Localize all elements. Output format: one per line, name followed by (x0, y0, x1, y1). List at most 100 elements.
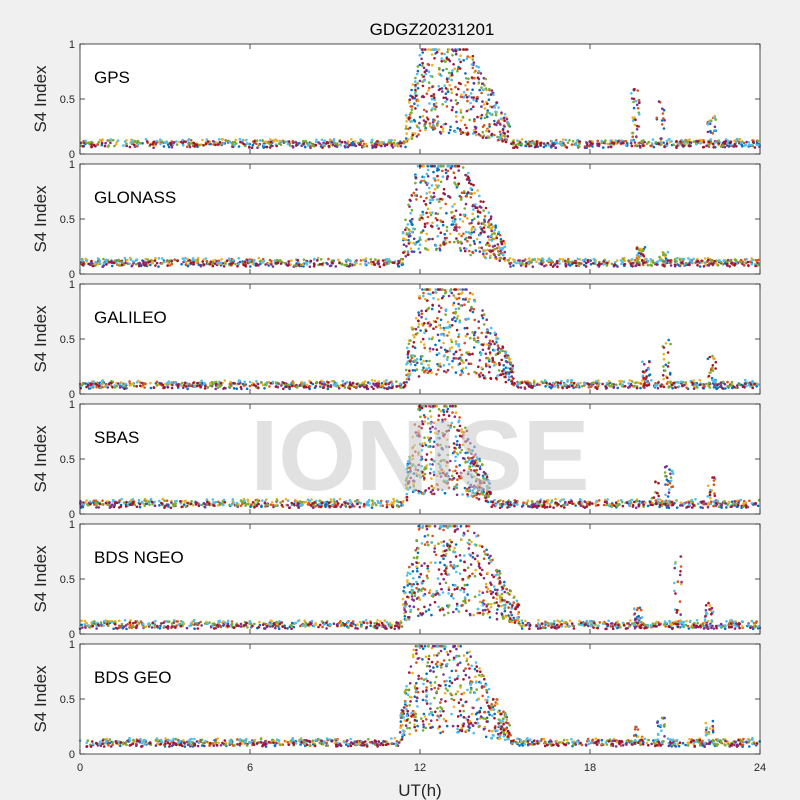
point (501, 345, 505, 349)
point (641, 379, 644, 382)
point (437, 324, 441, 327)
point (539, 142, 542, 146)
point (424, 128, 427, 132)
point (426, 168, 430, 172)
point (290, 384, 294, 388)
point (410, 208, 414, 212)
point (429, 48, 433, 51)
point (421, 48, 424, 51)
point (415, 357, 419, 361)
point (123, 387, 126, 391)
point (417, 311, 420, 314)
point (504, 380, 508, 384)
point (431, 48, 435, 51)
point (85, 499, 88, 502)
point (478, 88, 482, 92)
point (85, 259, 88, 262)
point (470, 63, 474, 66)
point (94, 264, 97, 267)
point (536, 383, 539, 387)
point (165, 499, 169, 503)
point (414, 88, 417, 92)
point (374, 258, 377, 261)
point (439, 132, 443, 135)
point (655, 116, 659, 120)
point (189, 142, 192, 145)
point (477, 133, 481, 136)
point (436, 212, 440, 216)
point (667, 338, 670, 342)
point (84, 382, 87, 385)
point (477, 326, 481, 330)
point (679, 501, 683, 505)
point (409, 363, 413, 366)
point (406, 356, 410, 359)
point (574, 143, 577, 146)
point (465, 326, 469, 330)
point (454, 310, 457, 314)
point (406, 360, 410, 364)
point (380, 140, 384, 144)
point (646, 259, 650, 263)
point (264, 263, 267, 266)
point (632, 97, 636, 101)
point (411, 223, 414, 226)
point (260, 261, 264, 264)
point (457, 182, 461, 186)
point (268, 146, 272, 149)
point (598, 382, 601, 385)
point (303, 145, 307, 149)
point (196, 381, 199, 385)
point (426, 118, 430, 121)
point (457, 333, 461, 336)
point (706, 357, 710, 361)
point (437, 310, 441, 313)
point (601, 382, 604, 386)
point (457, 357, 460, 360)
point (436, 235, 440, 238)
point (332, 138, 336, 141)
point (271, 265, 275, 268)
point (666, 495, 670, 498)
point (363, 385, 366, 389)
point (454, 130, 457, 134)
point (227, 257, 231, 260)
point (252, 383, 256, 387)
point (163, 260, 166, 264)
point (471, 58, 475, 61)
point (488, 256, 492, 260)
point (418, 115, 422, 119)
point (444, 92, 448, 95)
point (703, 261, 707, 264)
point (721, 380, 725, 384)
point (494, 103, 498, 107)
point (216, 143, 220, 146)
point (348, 259, 352, 263)
point (579, 381, 582, 385)
point (572, 381, 576, 385)
point (237, 257, 240, 260)
point (450, 73, 454, 77)
point (275, 258, 279, 262)
point (688, 138, 691, 141)
point (676, 263, 679, 266)
point (464, 366, 468, 370)
point (350, 138, 353, 141)
point (614, 139, 618, 142)
point (451, 106, 455, 109)
point (475, 237, 479, 241)
point (672, 143, 675, 146)
point (412, 237, 416, 241)
point (485, 252, 488, 255)
point (498, 247, 502, 250)
point (468, 291, 472, 295)
point (402, 237, 405, 241)
point (220, 258, 223, 261)
point (662, 117, 665, 120)
point (639, 386, 642, 390)
point (447, 362, 451, 366)
point (584, 257, 587, 261)
point (676, 380, 680, 384)
point (104, 258, 108, 262)
point (730, 500, 734, 504)
